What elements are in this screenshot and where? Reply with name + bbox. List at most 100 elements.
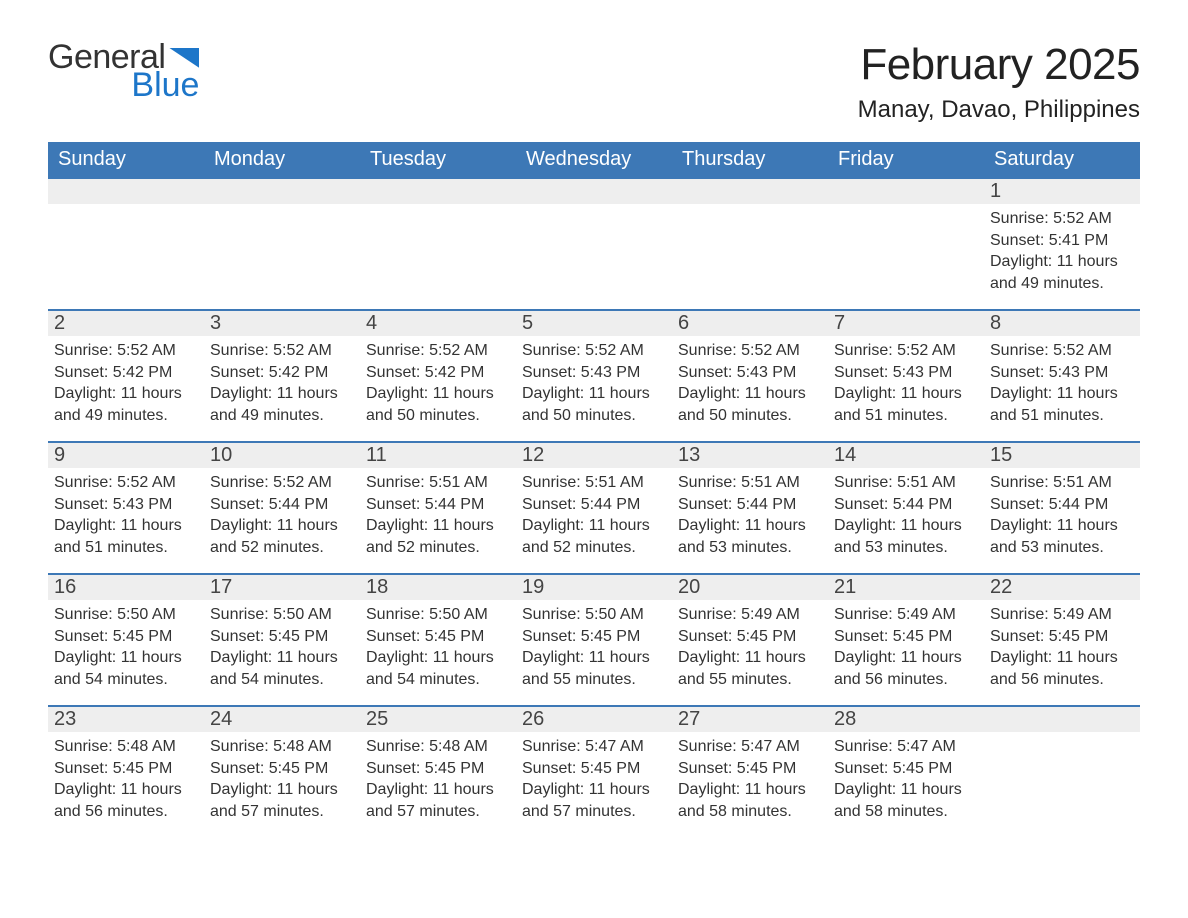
calendar-day-cell: 8Sunrise: 5:52 AMSunset: 5:43 PMDaylight… bbox=[984, 310, 1140, 442]
sunset-line: Sunset: 5:43 PM bbox=[834, 362, 978, 384]
daylight-line: Daylight: 11 hours and 53 minutes. bbox=[834, 515, 978, 558]
sunset-line: Sunset: 5:44 PM bbox=[990, 494, 1134, 516]
day-number: 5 bbox=[516, 311, 672, 336]
day-number: 13 bbox=[672, 443, 828, 468]
sunrise-line: Sunrise: 5:51 AM bbox=[522, 472, 666, 494]
sunset-line: Sunset: 5:44 PM bbox=[210, 494, 354, 516]
day-body: Sunrise: 5:52 AMSunset: 5:43 PMDaylight:… bbox=[516, 336, 672, 434]
calendar-week-row: 23Sunrise: 5:48 AMSunset: 5:45 PMDayligh… bbox=[48, 706, 1140, 838]
daylight-line: Daylight: 11 hours and 55 minutes. bbox=[678, 647, 822, 690]
calendar-day-cell: 1Sunrise: 5:52 AMSunset: 5:41 PMDaylight… bbox=[984, 178, 1140, 310]
sunset-line: Sunset: 5:43 PM bbox=[54, 494, 198, 516]
calendar-day-cell: 15Sunrise: 5:51 AMSunset: 5:44 PMDayligh… bbox=[984, 442, 1140, 574]
sunset-line: Sunset: 5:45 PM bbox=[210, 626, 354, 648]
calendar-table: SundayMondayTuesdayWednesdayThursdayFrid… bbox=[48, 142, 1140, 838]
day-number bbox=[516, 179, 672, 204]
sunset-line: Sunset: 5:44 PM bbox=[678, 494, 822, 516]
sunrise-line: Sunrise: 5:52 AM bbox=[54, 472, 198, 494]
day-number bbox=[204, 179, 360, 204]
day-number bbox=[828, 179, 984, 204]
day-body bbox=[984, 732, 1140, 744]
day-number: 23 bbox=[48, 707, 204, 732]
weekday-header: Monday bbox=[204, 142, 360, 178]
calendar-day-cell: 22Sunrise: 5:49 AMSunset: 5:45 PMDayligh… bbox=[984, 574, 1140, 706]
day-number: 16 bbox=[48, 575, 204, 600]
day-number: 19 bbox=[516, 575, 672, 600]
day-body: Sunrise: 5:52 AMSunset: 5:44 PMDaylight:… bbox=[204, 468, 360, 566]
day-number: 3 bbox=[204, 311, 360, 336]
day-body: Sunrise: 5:47 AMSunset: 5:45 PMDaylight:… bbox=[672, 732, 828, 830]
calendar-week-row: 16Sunrise: 5:50 AMSunset: 5:45 PMDayligh… bbox=[48, 574, 1140, 706]
day-body bbox=[516, 204, 672, 216]
sunrise-line: Sunrise: 5:47 AM bbox=[522, 736, 666, 758]
sunrise-line: Sunrise: 5:47 AM bbox=[834, 736, 978, 758]
day-body: Sunrise: 5:50 AMSunset: 5:45 PMDaylight:… bbox=[48, 600, 204, 698]
daylight-line: Daylight: 11 hours and 56 minutes. bbox=[54, 779, 198, 822]
day-body: Sunrise: 5:48 AMSunset: 5:45 PMDaylight:… bbox=[204, 732, 360, 830]
daylight-line: Daylight: 11 hours and 56 minutes. bbox=[834, 647, 978, 690]
daylight-line: Daylight: 11 hours and 49 minutes. bbox=[210, 383, 354, 426]
sunset-line: Sunset: 5:45 PM bbox=[678, 626, 822, 648]
calendar-day-cell: 27Sunrise: 5:47 AMSunset: 5:45 PMDayligh… bbox=[672, 706, 828, 838]
sunset-line: Sunset: 5:43 PM bbox=[990, 362, 1134, 384]
sunrise-line: Sunrise: 5:50 AM bbox=[210, 604, 354, 626]
day-number: 9 bbox=[48, 443, 204, 468]
page-title: February 2025 bbox=[858, 40, 1140, 90]
day-body: Sunrise: 5:47 AMSunset: 5:45 PMDaylight:… bbox=[516, 732, 672, 830]
day-number: 11 bbox=[360, 443, 516, 468]
location-subtitle: Manay, Davao, Philippines bbox=[858, 96, 1140, 124]
day-body: Sunrise: 5:50 AMSunset: 5:45 PMDaylight:… bbox=[360, 600, 516, 698]
sunset-line: Sunset: 5:42 PM bbox=[54, 362, 198, 384]
day-number bbox=[984, 707, 1140, 732]
day-number bbox=[672, 179, 828, 204]
calendar-day-cell bbox=[204, 178, 360, 310]
calendar-day-cell bbox=[672, 178, 828, 310]
day-body bbox=[48, 204, 204, 216]
day-number: 12 bbox=[516, 443, 672, 468]
sunset-line: Sunset: 5:41 PM bbox=[990, 230, 1134, 252]
daylight-line: Daylight: 11 hours and 58 minutes. bbox=[834, 779, 978, 822]
day-number: 6 bbox=[672, 311, 828, 336]
day-body bbox=[828, 204, 984, 216]
day-body: Sunrise: 5:47 AMSunset: 5:45 PMDaylight:… bbox=[828, 732, 984, 830]
calendar-week-row: 2Sunrise: 5:52 AMSunset: 5:42 PMDaylight… bbox=[48, 310, 1140, 442]
sunrise-line: Sunrise: 5:48 AM bbox=[366, 736, 510, 758]
day-body: Sunrise: 5:50 AMSunset: 5:45 PMDaylight:… bbox=[204, 600, 360, 698]
weekday-header: Saturday bbox=[984, 142, 1140, 178]
calendar-day-cell: 21Sunrise: 5:49 AMSunset: 5:45 PMDayligh… bbox=[828, 574, 984, 706]
sunrise-line: Sunrise: 5:52 AM bbox=[834, 340, 978, 362]
day-body: Sunrise: 5:49 AMSunset: 5:45 PMDaylight:… bbox=[984, 600, 1140, 698]
calendar-day-cell bbox=[984, 706, 1140, 838]
day-body: Sunrise: 5:52 AMSunset: 5:42 PMDaylight:… bbox=[204, 336, 360, 434]
calendar-day-cell: 18Sunrise: 5:50 AMSunset: 5:45 PMDayligh… bbox=[360, 574, 516, 706]
sunset-line: Sunset: 5:45 PM bbox=[54, 626, 198, 648]
day-body: Sunrise: 5:52 AMSunset: 5:43 PMDaylight:… bbox=[48, 468, 204, 566]
sunrise-line: Sunrise: 5:52 AM bbox=[210, 472, 354, 494]
calendar-week-row: 1Sunrise: 5:52 AMSunset: 5:41 PMDaylight… bbox=[48, 178, 1140, 310]
daylight-line: Daylight: 11 hours and 50 minutes. bbox=[522, 383, 666, 426]
calendar-day-cell: 7Sunrise: 5:52 AMSunset: 5:43 PMDaylight… bbox=[828, 310, 984, 442]
calendar-day-cell bbox=[48, 178, 204, 310]
calendar-header-row: SundayMondayTuesdayWednesdayThursdayFrid… bbox=[48, 142, 1140, 178]
daylight-line: Daylight: 11 hours and 54 minutes. bbox=[210, 647, 354, 690]
day-number: 22 bbox=[984, 575, 1140, 600]
day-body: Sunrise: 5:50 AMSunset: 5:45 PMDaylight:… bbox=[516, 600, 672, 698]
daylight-line: Daylight: 11 hours and 51 minutes. bbox=[834, 383, 978, 426]
day-body: Sunrise: 5:48 AMSunset: 5:45 PMDaylight:… bbox=[48, 732, 204, 830]
sunset-line: Sunset: 5:44 PM bbox=[522, 494, 666, 516]
calendar-day-cell bbox=[360, 178, 516, 310]
calendar-day-cell: 12Sunrise: 5:51 AMSunset: 5:44 PMDayligh… bbox=[516, 442, 672, 574]
sunset-line: Sunset: 5:42 PM bbox=[366, 362, 510, 384]
weekday-header: Wednesday bbox=[516, 142, 672, 178]
logo-flag-icon bbox=[169, 48, 199, 68]
calendar-day-cell: 2Sunrise: 5:52 AMSunset: 5:42 PMDaylight… bbox=[48, 310, 204, 442]
day-number: 26 bbox=[516, 707, 672, 732]
day-number: 25 bbox=[360, 707, 516, 732]
day-body: Sunrise: 5:52 AMSunset: 5:43 PMDaylight:… bbox=[672, 336, 828, 434]
daylight-line: Daylight: 11 hours and 57 minutes. bbox=[522, 779, 666, 822]
daylight-line: Daylight: 11 hours and 50 minutes. bbox=[678, 383, 822, 426]
calendar-day-cell: 14Sunrise: 5:51 AMSunset: 5:44 PMDayligh… bbox=[828, 442, 984, 574]
sunset-line: Sunset: 5:45 PM bbox=[834, 626, 978, 648]
sunrise-line: Sunrise: 5:52 AM bbox=[210, 340, 354, 362]
daylight-line: Daylight: 11 hours and 54 minutes. bbox=[54, 647, 198, 690]
